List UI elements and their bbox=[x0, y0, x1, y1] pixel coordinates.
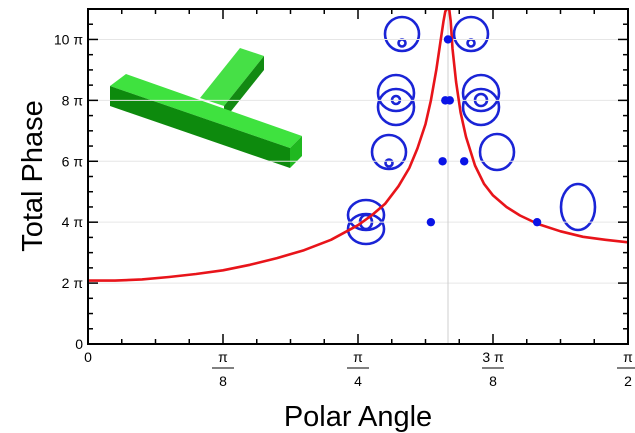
ticks bbox=[87, 9, 629, 345]
data-point bbox=[459, 157, 469, 166]
y-axis-title: Total Phase bbox=[17, 100, 49, 252]
data-point bbox=[438, 157, 447, 166]
y-tick-labels: 0 2 π 4 π 6 π 8 π 10 π bbox=[54, 31, 83, 352]
data-point bbox=[445, 96, 454, 105]
y-tick-label: 8 π bbox=[62, 92, 84, 108]
x-tick-label-denominator: 2 bbox=[624, 373, 632, 389]
y-tick-label: 2 π bbox=[62, 275, 84, 291]
x-tick-label-numerator: 3 π bbox=[482, 349, 504, 365]
series-line bbox=[88, 8, 448, 282]
series-line bbox=[447, 8, 629, 244]
x-tick-label-numerator: π bbox=[353, 349, 363, 365]
polarization-loops bbox=[346, 15, 597, 246]
y-tick-label: 10 π bbox=[54, 31, 83, 47]
x-tick-label-numerator: π bbox=[623, 349, 633, 365]
y-tick-label: 4 π bbox=[62, 214, 84, 230]
loop-glyph bbox=[376, 73, 416, 127]
loop-glyph bbox=[452, 15, 490, 53]
data-point bbox=[443, 35, 453, 44]
series-layer bbox=[88, 8, 629, 282]
x-tick-label: 0 bbox=[84, 349, 92, 365]
points-layer bbox=[426, 35, 542, 227]
x-tick-label-denominator: 8 bbox=[489, 373, 497, 389]
grid bbox=[88, 38, 628, 284]
plot-frame bbox=[87, 8, 629, 345]
loop-glyph bbox=[370, 133, 408, 171]
x-tick-label-numerator: π bbox=[218, 349, 228, 365]
x-tick-label-denominator: 4 bbox=[354, 373, 362, 389]
loop-glyph bbox=[559, 182, 597, 232]
loop-glyph bbox=[478, 132, 516, 172]
x-tick-labels: 0 π 8 π 4 3 π 8 π 2 bbox=[84, 349, 635, 389]
x-tick-label-denominator: 8 bbox=[219, 373, 227, 389]
loop-glyph bbox=[383, 15, 421, 53]
x-axis-title: Polar Angle bbox=[284, 401, 432, 433]
data-point bbox=[532, 217, 542, 227]
t-structure-inset bbox=[110, 48, 302, 168]
y-tick-label: 6 π bbox=[62, 153, 84, 169]
data-point bbox=[426, 217, 436, 227]
y-tick-label: 0 bbox=[75, 336, 83, 352]
